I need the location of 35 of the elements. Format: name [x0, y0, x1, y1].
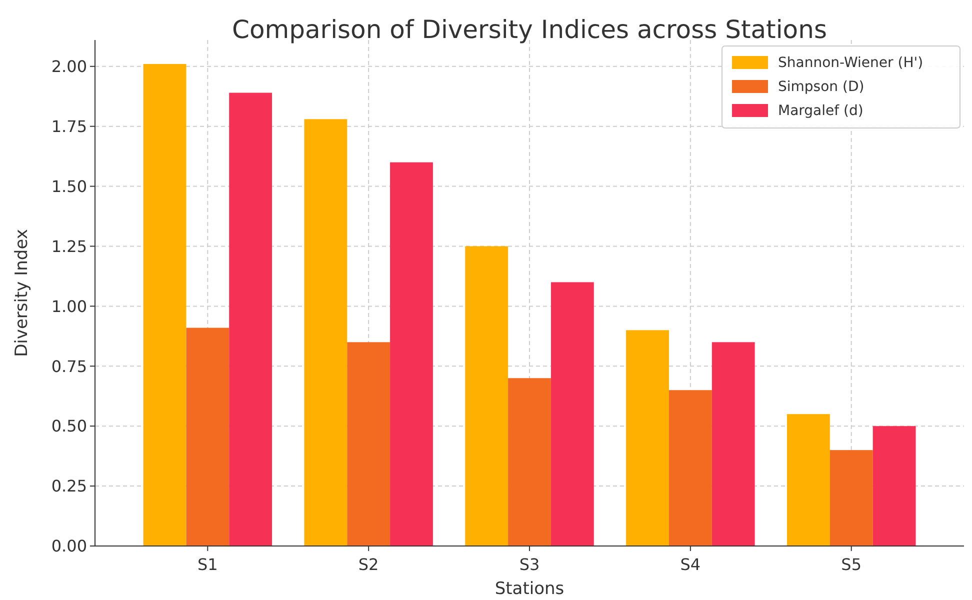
bar [347, 342, 390, 546]
x-tick-label: S1 [197, 555, 218, 574]
y-tick-label: 2.00 [51, 56, 87, 76]
x-tick-label: S2 [358, 555, 379, 574]
bar [465, 246, 508, 546]
bar [304, 119, 348, 546]
x-tick-label: S5 [841, 555, 862, 574]
bar [712, 342, 755, 546]
bar [830, 450, 873, 546]
x-axis-title: Stations [494, 579, 564, 599]
y-tick-label: 1.50 [51, 176, 87, 196]
y-tick-label: 0.50 [51, 416, 87, 436]
bar [143, 64, 186, 546]
y-axis-title: Diversity Index [12, 229, 32, 357]
y-tick-label: 0.00 [51, 536, 87, 556]
bar [626, 330, 669, 546]
legend-label: Shannon-Wiener (H') [778, 55, 924, 71]
y-tick-label: 0.75 [51, 356, 87, 376]
x-tick-label: S3 [519, 555, 540, 574]
bar [550, 282, 594, 546]
legend-label: Simpson (D) [778, 79, 864, 95]
bar [668, 390, 712, 546]
y-tick-label: 1.00 [51, 296, 87, 316]
bar [390, 162, 433, 546]
bar [186, 328, 230, 546]
y-tick-label: 1.75 [51, 116, 87, 136]
bar [872, 426, 916, 546]
legend-label: Margalef (d) [778, 103, 864, 119]
chart-title: Comparison of Diversity Indices across Stations [232, 15, 827, 44]
x-tick-label: S4 [680, 555, 701, 574]
bar [786, 414, 830, 546]
y-tick-label: 0.25 [51, 476, 87, 496]
y-tick-label: 1.25 [51, 236, 87, 256]
bar [229, 92, 272, 546]
bar [508, 378, 551, 546]
